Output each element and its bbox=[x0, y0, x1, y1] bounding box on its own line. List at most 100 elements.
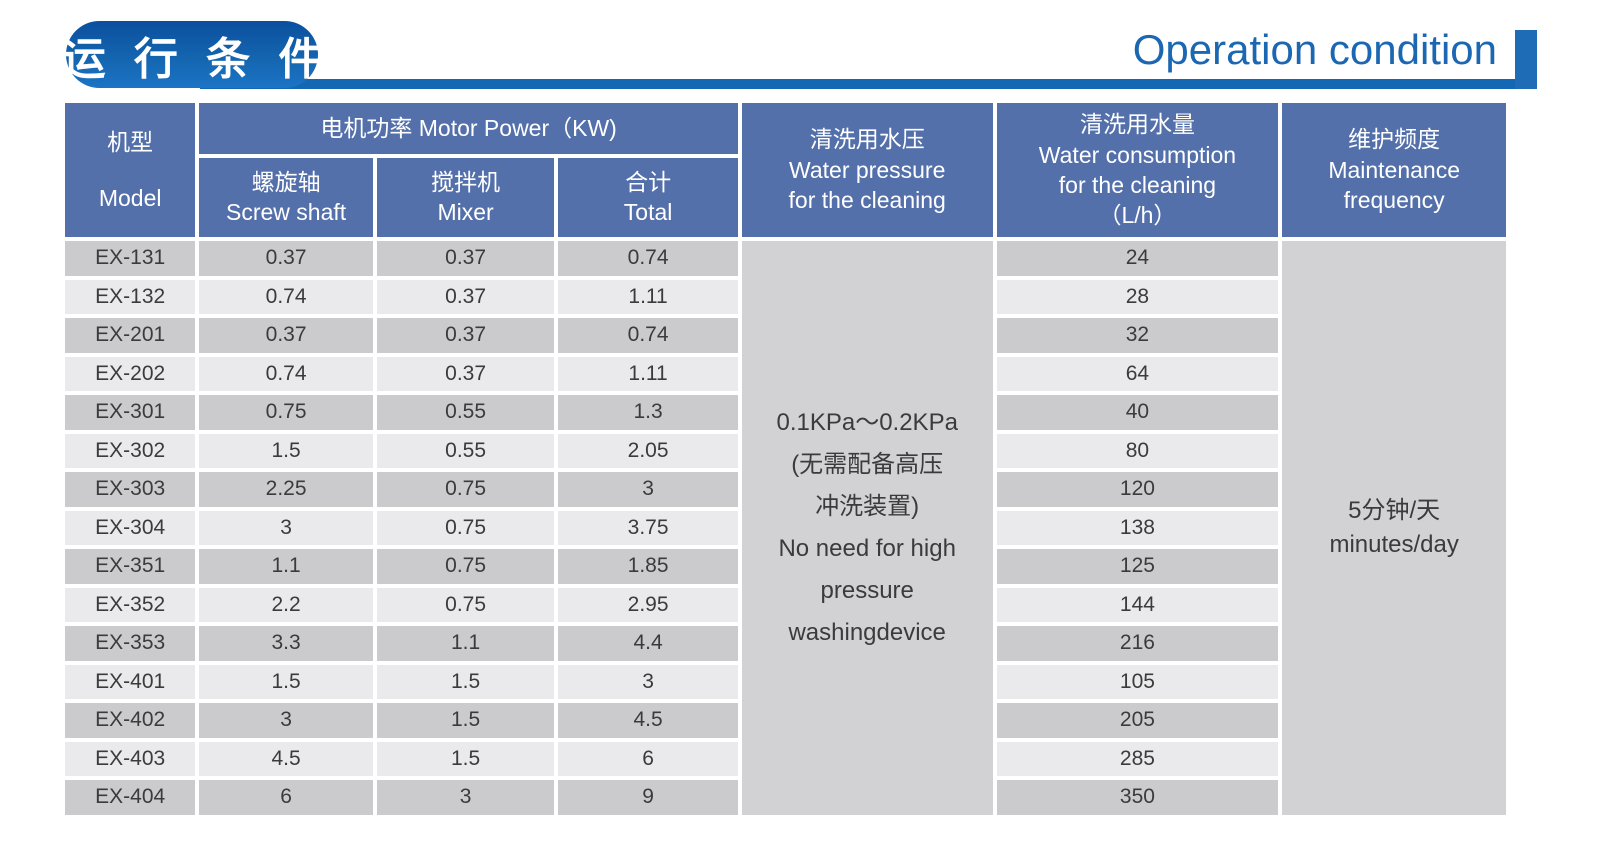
cell-screw-shaft-power: 3 bbox=[199, 703, 373, 738]
cell-screw-shaft-power: 2.2 bbox=[199, 587, 373, 622]
banner-horizontal-rule bbox=[200, 79, 1523, 89]
cell-water-consumption: 138 bbox=[996, 510, 1279, 545]
cell-screw-shaft-power: 1.5 bbox=[199, 433, 373, 468]
cell-mixer-power: 0.75 bbox=[376, 510, 555, 545]
header-water-consumption-zh: 清洗用水量 bbox=[1079, 111, 1195, 138]
water-pressure-note-cell-line: No need for high bbox=[778, 534, 956, 562]
cell-water-consumption: 285 bbox=[996, 741, 1279, 776]
cell-model: EX-402 bbox=[65, 703, 196, 738]
section-title-en: Operation condition bbox=[1132, 26, 1497, 73]
section-title-pill: 运 行 条 件 bbox=[62, 21, 322, 88]
cell-mixer-power: 0.55 bbox=[376, 395, 555, 430]
table-row: EX-351 1.1 0.75 1.85 125 bbox=[65, 549, 1506, 584]
cell-model: EX-304 bbox=[65, 510, 196, 545]
cell-water-consumption: 144 bbox=[996, 587, 1279, 622]
cell-water-consumption: 64 bbox=[996, 356, 1279, 391]
header-total-en: Total bbox=[623, 199, 673, 226]
cell-total-power: 1.3 bbox=[558, 395, 738, 430]
cell-total-power: 3 bbox=[558, 472, 738, 507]
cell-model: EX-132 bbox=[65, 279, 196, 314]
cell-water-consumption: 105 bbox=[996, 664, 1279, 699]
header-water-consumption-en2: for the cleaning bbox=[1058, 172, 1217, 198]
cell-screw-shaft-power: 2.25 bbox=[199, 472, 373, 507]
cell-screw-shaft-power: 3 bbox=[199, 510, 373, 545]
cell-total-power: 3.75 bbox=[558, 510, 738, 545]
header-total-zh: 合计 bbox=[625, 168, 672, 195]
cell-water-consumption: 80 bbox=[996, 433, 1279, 468]
cell-screw-shaft-power: 1.1 bbox=[199, 549, 373, 584]
cell-model: EX-403 bbox=[65, 741, 196, 776]
cell-screw-shaft-power: 3.3 bbox=[199, 626, 373, 661]
header-mixer: 搅拌机 Mixer bbox=[376, 157, 555, 237]
section-title-zh: 运 行 条 件 bbox=[61, 34, 331, 84]
cell-screw-shaft-power: 4.5 bbox=[199, 741, 373, 776]
cell-water-consumption: 32 bbox=[996, 318, 1279, 353]
cell-mixer-power: 1.1 bbox=[376, 626, 555, 661]
table-row: EX-304 3 0.75 3.75 138 bbox=[65, 510, 1506, 545]
header-water-consumption: 清洗用水量 Water consumption for the cleaning… bbox=[996, 103, 1279, 237]
table-row: EX-404 6 3 9 350 bbox=[65, 780, 1506, 815]
cell-screw-shaft-power: 6 bbox=[199, 780, 373, 815]
cell-model: EX-353 bbox=[65, 626, 196, 661]
cell-total-power: 0.74 bbox=[558, 241, 738, 276]
cell-total-power: 1.11 bbox=[558, 279, 738, 314]
cell-water-consumption: 120 bbox=[996, 472, 1279, 507]
table-row: EX-302 1.5 0.55 2.05 80 bbox=[65, 433, 1506, 468]
banner-end-bar bbox=[1515, 30, 1537, 89]
water-pressure-note-cell-line: 0.1KPa～0.2KPa bbox=[776, 408, 958, 436]
cell-total-power: 1.85 bbox=[558, 549, 738, 584]
table-row: EX-402 3 1.5 4.5 205 bbox=[65, 703, 1506, 738]
cell-model: EX-401 bbox=[65, 664, 196, 699]
cell-total-power: 0.74 bbox=[558, 318, 738, 353]
header-water-pressure-en2: for the cleaning bbox=[788, 187, 946, 214]
header-model: 机型 Model bbox=[65, 103, 196, 237]
cell-mixer-power: 1.5 bbox=[376, 703, 555, 738]
cell-total-power: 4.5 bbox=[558, 703, 738, 738]
cell-screw-shaft-power: 0.75 bbox=[199, 395, 373, 430]
cell-model: EX-202 bbox=[65, 356, 196, 391]
cell-model: EX-303 bbox=[65, 472, 196, 507]
cell-screw-shaft-power: 0.74 bbox=[199, 356, 373, 391]
cell-mixer-power: 3 bbox=[376, 780, 555, 815]
cell-total-power: 3 bbox=[558, 664, 738, 699]
cell-total-power: 2.95 bbox=[558, 587, 738, 622]
cell-mixer-power: 0.75 bbox=[376, 587, 555, 622]
header-model-zh: 机型 bbox=[107, 128, 154, 155]
cell-water-consumption: 350 bbox=[996, 780, 1279, 815]
cell-total-power: 2.05 bbox=[558, 433, 738, 468]
table-row: EX-352 2.2 0.75 2.95 144 bbox=[65, 587, 1506, 622]
header-maintenance-en2: frequency bbox=[1343, 187, 1445, 214]
cell-water-consumption: 125 bbox=[996, 549, 1279, 584]
cell-model: EX-352 bbox=[65, 587, 196, 622]
cell-mixer-power: 0.37 bbox=[376, 241, 555, 276]
cell-mixer-power: 0.55 bbox=[376, 433, 555, 468]
water-pressure-note-cell: 0.1KPa～0.2KPa (无需配备高压 冲洗装置) No need for hig… bbox=[741, 241, 993, 815]
cell-model: EX-404 bbox=[65, 780, 196, 815]
cell-model: EX-301 bbox=[65, 395, 196, 430]
cell-mixer-power: 0.37 bbox=[376, 356, 555, 391]
cell-screw-shaft-power: 1.5 bbox=[199, 664, 373, 699]
header-mixer-zh: 搅拌机 bbox=[431, 168, 501, 195]
header-maintenance: 维护频度 Maintenance frequency bbox=[1282, 103, 1506, 237]
maintenance-frequency-cell-line: minutes/day bbox=[1329, 530, 1459, 558]
cell-total-power: 9 bbox=[558, 780, 738, 815]
cell-water-consumption: 24 bbox=[996, 241, 1279, 276]
table-row: EX-403 4.5 1.5 6 285 bbox=[65, 741, 1506, 776]
cell-water-consumption: 40 bbox=[996, 395, 1279, 430]
header-total: 合计 Total bbox=[558, 157, 738, 237]
cell-mixer-power: 0.37 bbox=[376, 318, 555, 353]
header-water-pressure-en1: Water pressure bbox=[789, 156, 946, 183]
cell-screw-shaft-power: 0.74 bbox=[199, 279, 373, 314]
table-row: EX-401 1.5 1.5 3 105 bbox=[65, 664, 1506, 699]
table-row: EX-131 0.37 0.37 0.74 0.1KPa～0.2KPa (无需配备高压 冲洗… bbox=[65, 241, 1506, 815]
cell-mixer-power: 0.75 bbox=[376, 549, 555, 584]
water-pressure-note-cell-line: pressure bbox=[820, 576, 914, 604]
maintenance-frequency-cell: 5分钟/天 minutes/day bbox=[1282, 241, 1506, 815]
table-row: EX-202 0.74 0.37 1.11 64 bbox=[65, 356, 1506, 391]
cell-total-power: 4.4 bbox=[558, 626, 738, 661]
header-model-en: Model bbox=[98, 185, 162, 211]
cell-water-consumption: 216 bbox=[996, 626, 1279, 661]
table-header: 机型 Model 电机功率 Motor Power（KW) 清洗用水压 Wate… bbox=[65, 103, 1506, 237]
table-row: EX-303 2.25 0.75 3 120 bbox=[65, 472, 1506, 507]
